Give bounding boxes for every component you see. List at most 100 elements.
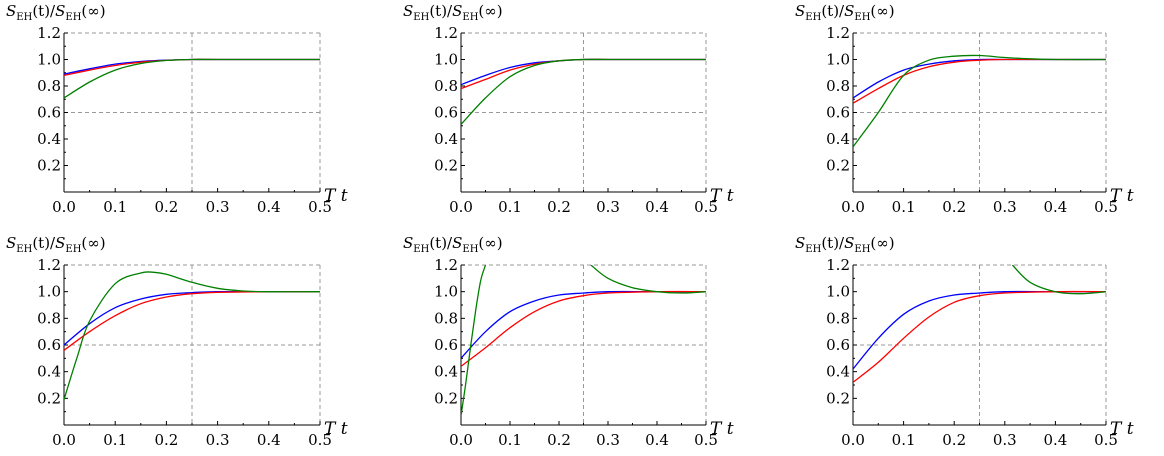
y-tick-label: 0.6 [826, 104, 850, 122]
x-tick-label: 0.4 [1043, 198, 1067, 216]
y-tick-label: 0.2 [434, 157, 458, 175]
y-tick-label: 0.6 [826, 336, 850, 354]
x-tick-label: 0.3 [993, 198, 1017, 216]
chart-panel-6: 0.2 0.4 0.6 0.8 1.0 1.2 0.0 0.1 0.2 0.3 0.4 0.5T t S… [795, 234, 1134, 449]
x-tick-label: 0.4 [257, 431, 281, 449]
series-line [853, 290, 1106, 383]
x-tick-label: 0.0 [841, 198, 865, 216]
x-tick-label: 0.3 [596, 198, 620, 216]
x-tick-label: 0.3 [596, 431, 620, 449]
y-tick-label: 0.4 [37, 130, 61, 148]
y-axis-title: SEH(t)/SEH(∞) [795, 2, 895, 23]
series-line [1011, 265, 1106, 295]
x-axis-title: T t [1110, 419, 1134, 439]
x-tick-label: 0.1 [103, 431, 127, 449]
y-tick-label: 0.6 [434, 336, 458, 354]
x-axis-title: T t [710, 419, 734, 439]
x-axis-title: T t [324, 419, 348, 439]
y-tick-label: 1.0 [826, 51, 850, 69]
y-tick-label: 1.0 [37, 51, 61, 69]
x-tick-label: 0.3 [206, 198, 230, 216]
x-tick-label: 0.1 [498, 431, 522, 449]
x-tick-label: 0.5 [694, 431, 718, 449]
chart-panel-3: 0.2 0.4 0.6 0.8 1.0 1.2 0.0 0.1 0.2 0.3 0.4 0.5T t S… [795, 2, 1134, 216]
y-tick-label: 0.2 [826, 157, 850, 175]
y-tick-label: 0.8 [434, 309, 458, 327]
y-tick-label: 1.2 [37, 24, 61, 42]
y-axis-title: SEH(t)/SEH(∞) [6, 2, 106, 23]
y-tick-label: 0.4 [37, 363, 61, 381]
x-tick-label: 0.2 [942, 431, 966, 449]
y-tick-label: 1.2 [37, 256, 61, 274]
x-tick-label: 0.1 [498, 198, 522, 216]
x-tick-label: 0.4 [645, 431, 669, 449]
series-line [461, 265, 487, 416]
x-tick-label: 0.0 [841, 431, 865, 449]
x-axis-title: T t [710, 186, 734, 206]
x-tick-label: 0.0 [52, 198, 76, 216]
x-axis-title: T t [324, 186, 348, 206]
y-tick-label: 1.0 [434, 283, 458, 301]
y-tick-label: 0.2 [37, 157, 61, 175]
x-tick-label: 0.1 [892, 431, 916, 449]
y-tick-label: 0.4 [826, 130, 850, 148]
x-tick-label: 0.5 [1094, 198, 1118, 216]
chart-panel-1: 0.2 0.4 0.6 0.8 1.0 1.2 0.0 0.1 0.2 0.3 0.4 0.5T t S… [6, 2, 348, 216]
x-tick-label: 0.5 [308, 198, 332, 216]
x-tick-label: 0.0 [449, 431, 473, 449]
chart-panel-2: 0.2 0.4 0.6 0.8 1.0 1.2 0.0 0.1 0.2 0.3 0.4 0.5T t S… [403, 2, 734, 216]
y-axis-title: SEH(t)/SEH(∞) [403, 2, 503, 23]
series-line [64, 271, 320, 400]
y-tick-label: 0.8 [37, 309, 61, 327]
y-axis-title: SEH(t)/SEH(∞) [6, 234, 106, 255]
y-tick-label: 0.4 [826, 363, 850, 381]
x-axis-title: T t [1110, 186, 1134, 206]
x-tick-label: 0.2 [547, 198, 571, 216]
x-tick-label: 0.5 [308, 431, 332, 449]
series-line [461, 58, 706, 125]
x-tick-label: 0.4 [257, 198, 281, 216]
y-tick-label: 0.2 [37, 389, 61, 407]
x-tick-label: 0.4 [645, 198, 669, 216]
x-tick-label: 0.1 [103, 198, 127, 216]
y-tick-label: 0.8 [434, 77, 458, 95]
x-tick-label: 0.3 [206, 431, 230, 449]
x-tick-label: 0.0 [449, 198, 473, 216]
x-tick-label: 0.5 [1094, 431, 1118, 449]
y-tick-label: 1.2 [434, 256, 458, 274]
y-tick-label: 0.6 [434, 104, 458, 122]
y-tick-label: 1.0 [37, 283, 61, 301]
x-tick-label: 0.2 [942, 198, 966, 216]
y-tick-label: 0.6 [37, 104, 61, 122]
y-tick-label: 0.6 [37, 336, 61, 354]
series-line [64, 58, 320, 99]
y-tick-label: 1.0 [826, 283, 850, 301]
y-tick-label: 0.2 [826, 389, 850, 407]
y-axis-title: SEH(t)/SEH(∞) [403, 234, 503, 255]
x-tick-label: 0.1 [892, 198, 916, 216]
y-axis-title: SEH(t)/SEH(∞) [795, 234, 895, 255]
x-tick-label: 0.0 [52, 431, 76, 449]
x-tick-label: 0.4 [1043, 431, 1067, 449]
y-tick-label: 0.4 [434, 363, 458, 381]
y-tick-label: 0.8 [826, 77, 850, 95]
y-tick-label: 0.8 [37, 77, 61, 95]
chart-panel-5: 0.2 0.4 0.6 0.8 1.0 1.2 0.0 0.1 0.2 0.3 0.4 0.5T t S… [403, 234, 734, 449]
x-tick-label: 0.2 [154, 198, 178, 216]
y-tick-label: 0.4 [434, 130, 458, 148]
series-line [590, 265, 706, 294]
y-tick-label: 0.8 [826, 309, 850, 327]
x-tick-label: 0.5 [694, 198, 718, 216]
x-tick-label: 0.2 [547, 431, 571, 449]
chart-panel-4: 0.2 0.4 0.6 0.8 1.0 1.2 0.0 0.1 0.2 0.3 0.4 0.5T t S… [6, 234, 348, 449]
y-tick-label: 1.2 [826, 24, 850, 42]
y-tick-label: 0.2 [434, 389, 458, 407]
x-tick-label: 0.3 [993, 431, 1017, 449]
y-tick-label: 1.0 [434, 51, 458, 69]
series-line [853, 54, 1106, 148]
y-tick-label: 1.2 [434, 24, 458, 42]
x-tick-label: 0.2 [154, 431, 178, 449]
y-tick-label: 1.2 [826, 256, 850, 274]
series-line [461, 290, 706, 367]
